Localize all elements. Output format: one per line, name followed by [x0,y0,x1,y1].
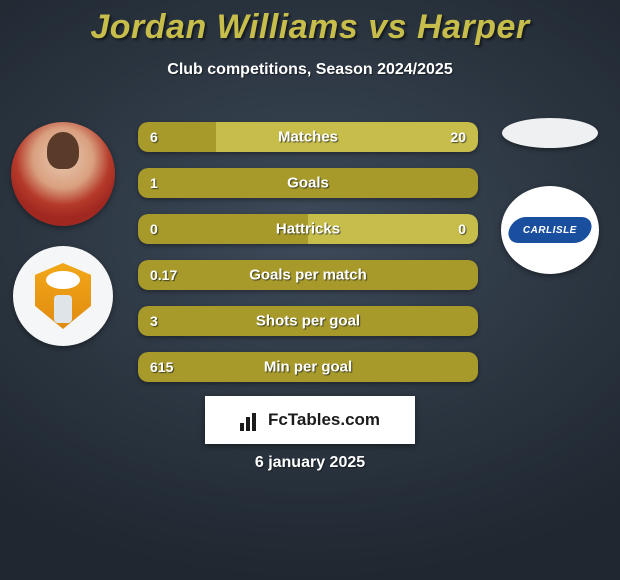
stat-row: 1Goals [138,168,478,198]
stat-left-segment: 0.17 [138,260,478,290]
stat-bars: 620Matches1Goals00Hattricks0.17Goals per… [138,122,478,398]
carlisle-logo-icon: CARLISLE [505,217,594,243]
player-photo-left [11,122,115,226]
stat-left-value: 1 [150,175,158,191]
stat-left-value: 6 [150,129,158,145]
stat-right-segment: 0 [308,214,478,244]
stat-left-segment: 3 [138,306,478,336]
page-title: Jordan Williams vs Harper [0,0,620,47]
site-badge: FcTables.com [205,396,415,444]
stat-left-segment: 0 [138,214,308,244]
right-column: CARLISLE [500,118,600,274]
stat-left-segment: 615 [138,352,478,382]
club-badge-left [13,246,113,346]
stat-row: 0.17Goals per match [138,260,478,290]
site-label: FcTables.com [268,410,380,430]
left-column [8,122,118,346]
stat-right-value: 20 [450,129,466,145]
player-placeholder-right [502,118,598,148]
fctables-icon [240,409,262,431]
stat-row: 00Hattricks [138,214,478,244]
stat-left-value: 0 [150,221,158,237]
stat-left-segment: 6 [138,122,216,152]
carlisle-logo-text: CARLISLE [523,225,577,236]
stat-left-value: 615 [150,359,173,375]
stat-row: 3Shots per goal [138,306,478,336]
mkdons-shield-icon [35,263,91,329]
stat-left-segment: 1 [138,168,478,198]
stat-right-segment: 20 [216,122,478,152]
date-label: 6 january 2025 [0,454,620,472]
stat-right-value: 0 [458,221,466,237]
stat-row: 615Min per goal [138,352,478,382]
subtitle: Club competitions, Season 2024/2025 [0,61,620,79]
stat-left-value: 0.17 [150,267,177,283]
stat-row: 620Matches [138,122,478,152]
club-badge-right: CARLISLE [501,186,599,274]
stat-left-value: 3 [150,313,158,329]
